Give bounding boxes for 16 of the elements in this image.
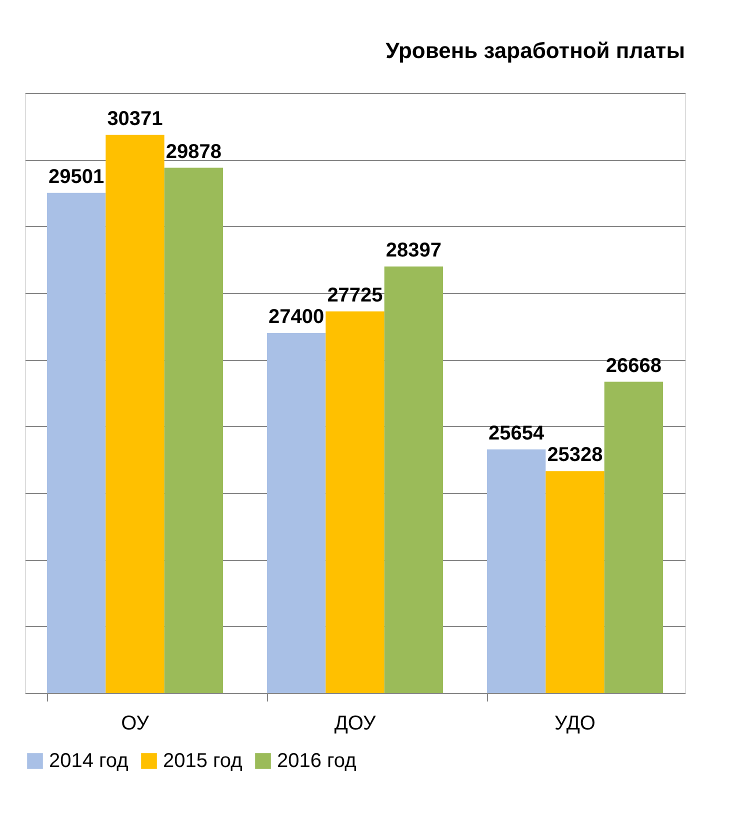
legend-label: 2014 год — [49, 750, 129, 772]
data-label: 29878 — [166, 140, 222, 163]
data-label: 27400 — [268, 306, 324, 328]
x-tick-label: ДОУ — [334, 712, 376, 734]
data-label: 26668 — [606, 354, 662, 377]
data-label: 25654 — [488, 422, 546, 444]
data-label: 25328 — [547, 444, 603, 466]
x-tick-label: ОУ — [121, 712, 150, 734]
data-label: 28397 — [386, 240, 442, 262]
legend-label: 2016 год — [277, 750, 357, 772]
data-label: 27725 — [327, 284, 383, 306]
x-tick-label: УДО — [554, 712, 596, 734]
legend-label: 2015 год — [163, 750, 243, 772]
data-label: 30371 — [107, 108, 163, 130]
data-label: 29501 — [48, 166, 104, 188]
chart-title: Уровень заработной платы — [386, 38, 685, 63]
